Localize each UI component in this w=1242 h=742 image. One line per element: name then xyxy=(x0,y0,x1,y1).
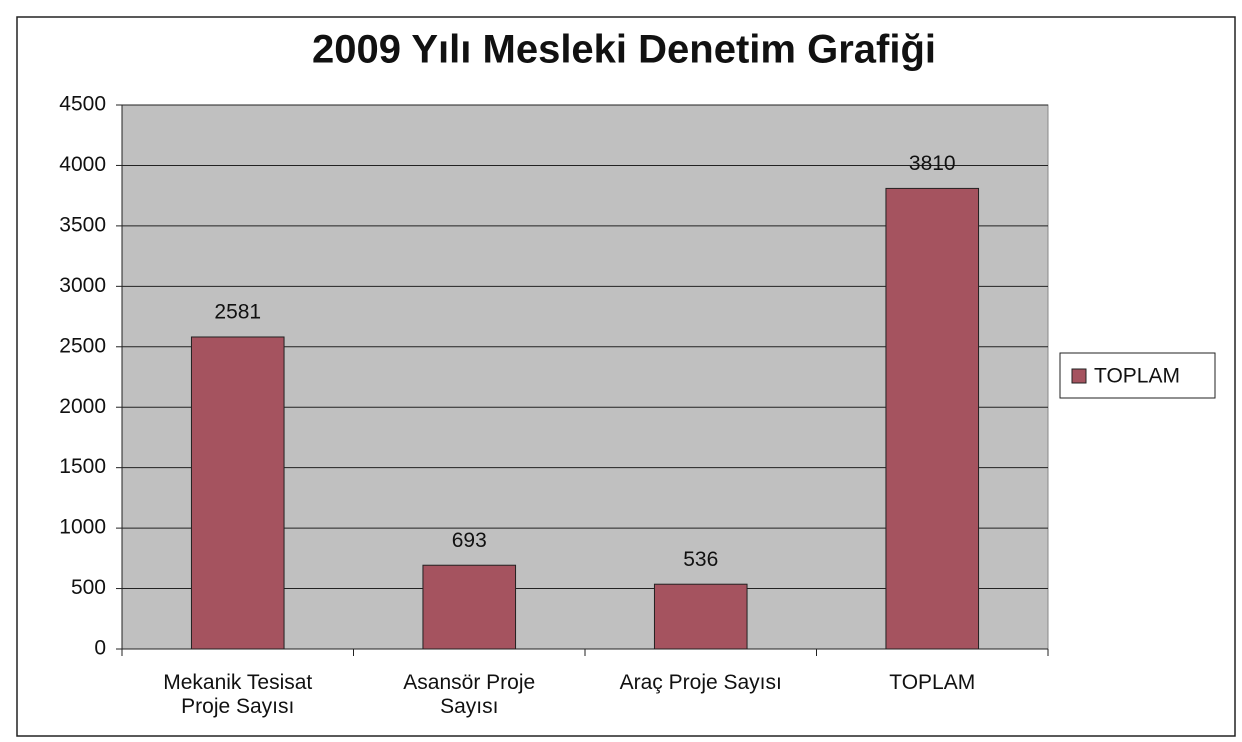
data-label: 693 xyxy=(452,529,487,552)
data-label: 536 xyxy=(683,548,718,571)
legend-swatch xyxy=(1071,368,1087,384)
y-tick-label: 1500 xyxy=(59,455,106,478)
bar xyxy=(190,336,285,650)
x-tick-label: Mekanik Tesisat Proje Sayısı xyxy=(163,671,313,718)
y-tick-label: 3500 xyxy=(59,213,106,236)
y-tick-label: 4500 xyxy=(59,93,106,116)
legend-label: TOPLAM xyxy=(1094,365,1180,388)
x-tick-label: TOPLAM xyxy=(889,671,976,694)
chart-title: 2009 Yılı Mesleki Denetim Grafiği xyxy=(312,28,936,72)
y-tick-label: 2500 xyxy=(59,334,106,357)
x-tick-label: Asansör Proje Sayısı xyxy=(403,671,536,718)
y-tick-label: 2000 xyxy=(59,395,106,418)
bar xyxy=(885,187,980,650)
y-tick-label: 0 xyxy=(94,637,106,660)
bar xyxy=(653,583,748,650)
data-label: 2581 xyxy=(214,301,261,324)
y-tick-label: 3000 xyxy=(59,274,106,297)
y-tick-label: 500 xyxy=(71,576,106,599)
data-label: 3810 xyxy=(909,152,956,175)
y-tick-label: 4000 xyxy=(59,153,106,176)
y-tick-label: 1000 xyxy=(59,516,106,539)
bar xyxy=(422,564,517,650)
x-tick-label: Araç Proje Sayısı xyxy=(619,671,782,694)
